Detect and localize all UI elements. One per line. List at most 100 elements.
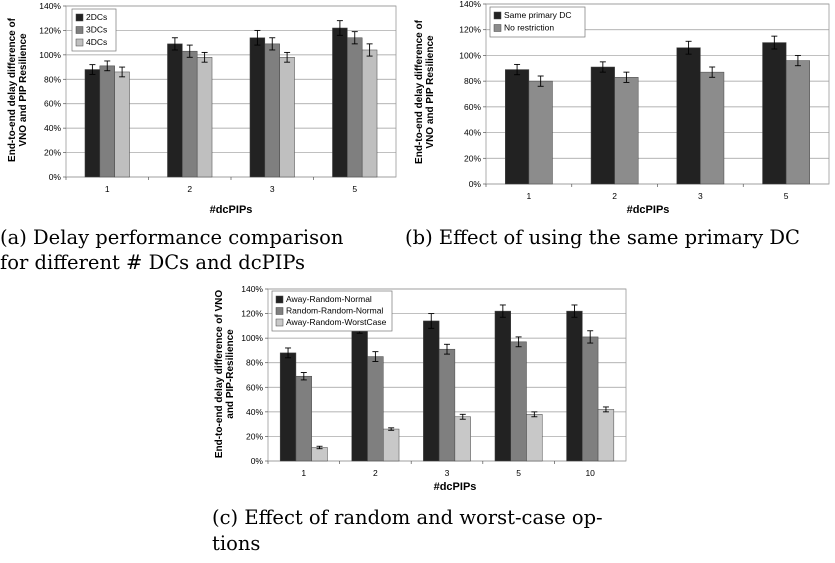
chart-c-error-bar bbox=[428, 313, 435, 329]
chart-b-ylabel-line2: VNO and PIP Resilience bbox=[425, 35, 436, 149]
chart-c-bar bbox=[438, 348, 456, 462]
chart-b-error-bar bbox=[623, 71, 630, 83]
chart-b: 0% 20% 40% 60% 80% 100% 120% 140% 1 2 3 5 Same pri… bbox=[414, 0, 830, 216]
chart-c-ytick-label: 0% bbox=[251, 456, 264, 466]
chart-c-bar bbox=[454, 416, 471, 462]
chart-a-legend-swatch bbox=[75, 26, 84, 34]
chart-c-ytick-label: 120% bbox=[241, 309, 263, 319]
chart-a-error-bar bbox=[284, 51, 291, 63]
chart-b-bar bbox=[590, 66, 615, 185]
chart-c-error-bar bbox=[388, 427, 395, 431]
chart-c-bar bbox=[494, 310, 511, 462]
chart-a-bar bbox=[279, 57, 295, 178]
chart-b-ylabel-line1: End-to-end delay difference of bbox=[414, 19, 425, 164]
chart-c-legend-box bbox=[271, 290, 393, 332]
chart-b-bar bbox=[614, 77, 639, 185]
chart-a-legend-swatch bbox=[75, 38, 84, 47]
chart-c-ytick-label: 40% bbox=[246, 407, 263, 417]
chart-c-legend-label: Away-Random-WorstCase bbox=[286, 317, 387, 327]
chart-a-ytick-label: 120% bbox=[39, 25, 61, 35]
chart-c-xticks: 1 2 3 5 10 bbox=[267, 461, 595, 478]
chart-c-error-bar bbox=[531, 411, 538, 418]
chart-a-ylabel-line1: End-to-end delay difference of bbox=[7, 17, 18, 162]
chart-b-xtick-label: 1 bbox=[527, 191, 532, 201]
chart-b-legend-label: Same primary DC bbox=[504, 10, 572, 20]
chart-c-xtick-label: 3 bbox=[445, 468, 450, 478]
chart-a-error-bar bbox=[119, 66, 126, 78]
chart-c-error-bar bbox=[459, 413, 466, 420]
chart-a-bar bbox=[361, 49, 378, 178]
chart-c-xlabel: #dcPIPs bbox=[434, 481, 477, 493]
chart-c-ylabel-line2: and PIP-Resilience bbox=[225, 329, 236, 419]
chart-b-bar bbox=[785, 60, 810, 185]
chart-a-bar bbox=[264, 43, 280, 178]
chart-c-error-bar bbox=[372, 351, 379, 362]
chart-a-xlabel: #dcPIPs bbox=[210, 204, 253, 216]
chart-c-ytick-label: 140% bbox=[241, 284, 263, 294]
chart-a-bar bbox=[114, 71, 130, 178]
chart-c-legend: Away-Random-Normal Random-Random-NormalAw… bbox=[271, 290, 393, 332]
chart-a-ytick-label: 60% bbox=[44, 99, 61, 109]
chart-a-ytick-label: 0% bbox=[49, 172, 62, 182]
chart-c-bar bbox=[311, 447, 328, 462]
chart-b-ytick-label: 100% bbox=[459, 50, 481, 60]
chart-b-xtick-label: 3 bbox=[698, 191, 703, 201]
chart-a-legend-label: 3DCs bbox=[86, 25, 107, 35]
chart-b-ytick-label: 60% bbox=[464, 102, 481, 112]
chart-c-bar bbox=[582, 336, 599, 462]
chart-c-error-bar bbox=[587, 330, 594, 344]
chart-a-error-bar bbox=[254, 29, 261, 46]
chart-b-bar bbox=[528, 80, 553, 185]
chart-a-error-bar bbox=[336, 20, 343, 36]
chart-b-error-bar bbox=[599, 61, 606, 73]
chart-c-bar bbox=[566, 310, 583, 462]
chart-a-ytick-label: 100% bbox=[39, 50, 61, 60]
chart-c-yticks: 0% 20% 40% 60% 80% 100% 120% 140% bbox=[241, 284, 268, 466]
chart-b-error-bar bbox=[537, 75, 544, 87]
chart-c-bar bbox=[279, 352, 297, 462]
chart-a-xtick-label: 2 bbox=[187, 184, 192, 194]
chart-c-ytick-label: 80% bbox=[246, 358, 263, 368]
caption-b-line1: (b) Effect of using the same primary DC bbox=[405, 226, 800, 249]
chart-c-bar bbox=[295, 375, 312, 462]
chart-b-legend-swatch bbox=[493, 11, 502, 20]
chart-a-error-bar bbox=[269, 37, 276, 51]
chart-c-ytick-label: 100% bbox=[241, 333, 263, 343]
chart-c-ylabel-line1: End-to-end delay difference of VNO bbox=[214, 290, 225, 459]
chart-b-xtick-label: 5 bbox=[784, 191, 789, 201]
chart-c-bar bbox=[597, 409, 615, 462]
chart-a-xtick-label: 5 bbox=[352, 184, 357, 194]
chart-b-legend-box bbox=[489, 6, 586, 38]
chart-c-error-bar bbox=[316, 445, 323, 450]
chart-c-legend-swatch bbox=[275, 295, 284, 304]
chart-a-error-bar bbox=[104, 60, 111, 72]
chart-a-error-bar bbox=[201, 51, 208, 63]
caption-a-line1: (a) Delay performance comparison bbox=[0, 226, 344, 249]
chart-c-error-bar bbox=[300, 372, 307, 381]
chart-c-xtick-label: 10 bbox=[585, 468, 595, 478]
chart-a-yticks: 0% 20% 40% 60% 80% 100% 120% 140% bbox=[39, 1, 66, 182]
chart-a-error-bar bbox=[351, 31, 358, 45]
chart-b-xtick-label: 2 bbox=[612, 191, 617, 201]
chart-a-bar bbox=[84, 69, 101, 178]
caption-c-line2: tions bbox=[212, 532, 261, 555]
chart-c-error-bar bbox=[602, 406, 609, 413]
chart-a-ylabel-line2: VNO and PIP Resilience bbox=[18, 33, 29, 147]
chart-c-legend-label: Random-Random-Normal bbox=[286, 306, 383, 316]
chart-a-ytick-label: 40% bbox=[44, 123, 61, 133]
chart-b-xlabel: #dcPIPs bbox=[627, 204, 670, 216]
chart-c-error-bar bbox=[499, 304, 506, 318]
chart-c-bar bbox=[367, 356, 384, 462]
chart-a-xticks: 1 2 3 5 bbox=[65, 177, 357, 194]
chart-a: 0% 20% 40% 60% 80% 100% 120% 140% 1 2 3 5 2DCs 3DCs… bbox=[7, 1, 397, 216]
chart-b-bar bbox=[676, 47, 701, 185]
chart-c-ytick-label: 20% bbox=[246, 431, 263, 441]
chart-a-bar bbox=[249, 37, 266, 178]
chart-b-error-bar bbox=[771, 35, 778, 50]
chart-b-ytick-label: 0% bbox=[469, 179, 482, 189]
chart-c-bar bbox=[351, 326, 368, 462]
chart-a-legend-swatch bbox=[75, 13, 84, 22]
chart-a-error-bar bbox=[89, 64, 96, 75]
chart-b-ytick-label: 80% bbox=[464, 76, 481, 86]
chart-b-ytick-label: 140% bbox=[459, 0, 481, 9]
